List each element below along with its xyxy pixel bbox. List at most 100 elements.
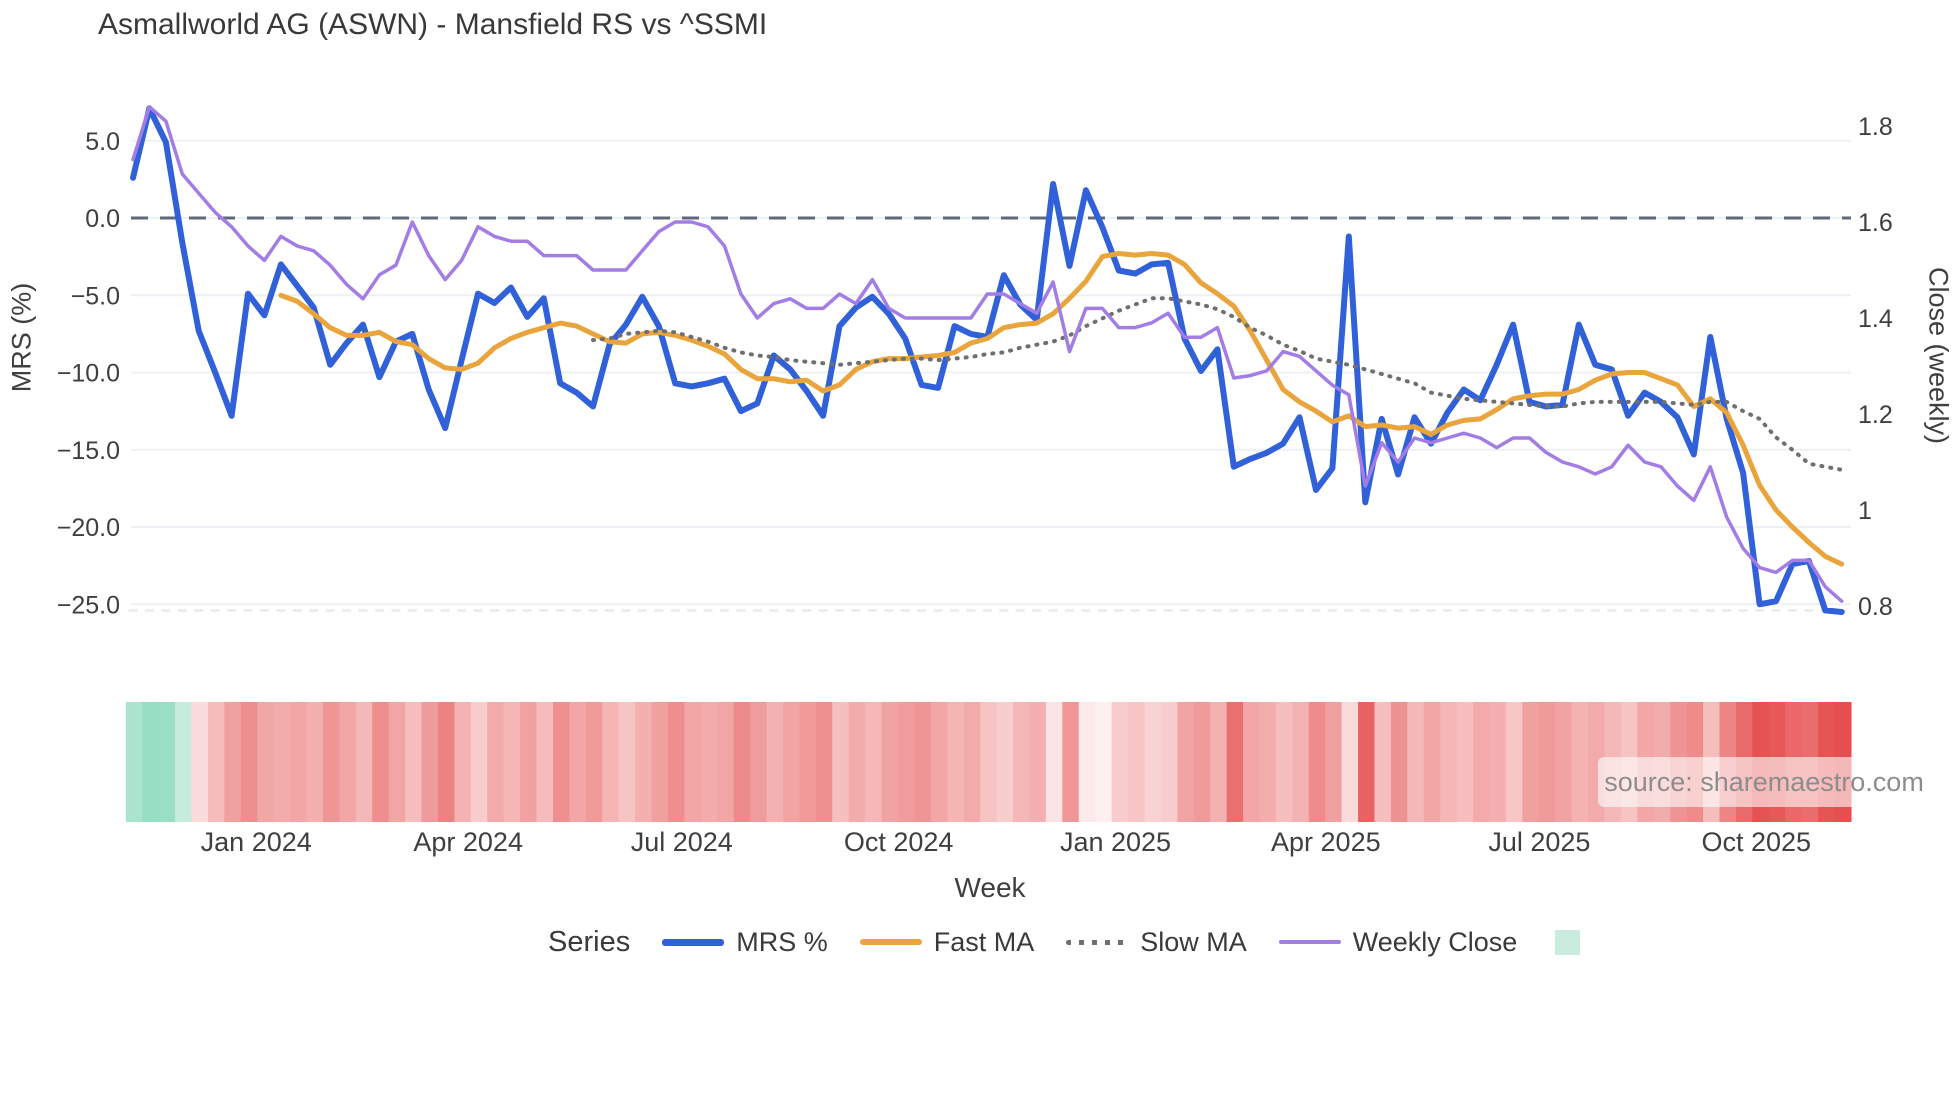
heatmap-cell: [339, 702, 357, 822]
y-right-tick-label: 1.6: [1858, 209, 1893, 237]
x-tick-label: Jul 2025: [1488, 827, 1590, 857]
week-minor-tick: [752, 609, 762, 612]
heatmap-cell: [1325, 702, 1343, 822]
week-minor-tick: [982, 609, 992, 612]
mrs-line-swatch: [662, 938, 725, 946]
legend-item-label: MRS %: [736, 926, 828, 957]
week-minor-tick: [572, 609, 582, 612]
heatmap-cell: [569, 702, 587, 822]
legend-title: Series: [548, 925, 631, 958]
week-minor-tick: [407, 609, 417, 612]
mrs-line: [130, 105, 1845, 615]
heatmap-cell: [848, 702, 866, 822]
week-minor-tick: [1672, 609, 1682, 612]
week-minor-tick: [1180, 609, 1190, 612]
week-minor-tick: [374, 609, 384, 612]
heatmap-cell: [1505, 702, 1523, 822]
heatmap-cell: [322, 702, 340, 822]
heatmap-cell: [1555, 702, 1573, 822]
week-minor-tick: [687, 609, 697, 612]
week-minor-tick: [1623, 609, 1633, 612]
week-minor-tick: [1755, 609, 1765, 612]
heatmap-cell: [1358, 702, 1376, 822]
week-minor-tick: [621, 609, 631, 612]
week-minor-tick: [1656, 609, 1666, 612]
heatmap-cell: [1062, 702, 1080, 822]
heatmap-legend-swatch: [1555, 929, 1581, 955]
heatmap-cell: [421, 702, 439, 822]
week-minor-tick: [1607, 609, 1617, 612]
week-minor-tick: [539, 609, 549, 612]
heatmap-cell: [1111, 702, 1129, 822]
week-minor-tick: [1147, 609, 1157, 612]
week-minor-tick: [1640, 609, 1650, 612]
week-minor-tick: [736, 609, 746, 612]
heatmap-cell: [750, 702, 768, 822]
legend-item-label: Slow MA: [1140, 926, 1247, 957]
x-tick-label: Apr 2025: [1271, 827, 1381, 857]
heatmap-cell: [1522, 702, 1540, 822]
week-minor-tick: [719, 609, 729, 612]
week-minor-tick: [1426, 609, 1436, 612]
week-minor-tick: [1344, 609, 1354, 612]
week-minor-tick: [884, 609, 894, 612]
y-right-tick-label: 1: [1858, 497, 1872, 525]
week-minor-tick: [1722, 609, 1732, 612]
heatmap-cell: [881, 702, 899, 822]
week-minor-tick: [342, 609, 352, 612]
week-minor-tick: [1212, 609, 1222, 612]
heatmap-cell: [1013, 702, 1031, 822]
y-left-tick-label: −15.0: [57, 437, 120, 465]
x-tick-label: Jul 2024: [631, 827, 733, 857]
week-minor-tick: [276, 609, 286, 612]
heatmap-cell: [273, 702, 291, 822]
week-minor-tick: [1475, 609, 1485, 612]
source-text: source: sharemaestro.com: [1604, 766, 1924, 797]
week-minor-tick: [473, 609, 483, 612]
heatmap-cell: [1078, 702, 1096, 822]
y-right-tick-label: 0.8: [1858, 593, 1893, 621]
heatmap-cell: [142, 702, 160, 822]
heatmap-cell: [1045, 702, 1063, 822]
heatmap-cell: [832, 702, 850, 822]
heatmap-cell: [865, 702, 883, 822]
heatmap-cell: [1144, 702, 1162, 822]
heatmap-cell: [783, 702, 801, 822]
x-tick-label: Oct 2025: [1701, 827, 1811, 857]
week-minor-tick: [654, 609, 664, 612]
week-minor-tick: [1163, 609, 1173, 612]
heatmap-cell: [1160, 702, 1178, 822]
heatmap-cell: [717, 702, 735, 822]
week-minor-tick: [555, 609, 565, 612]
legend-item-label: Weekly Close: [1352, 926, 1518, 957]
week-minor-tick: [128, 609, 138, 612]
heatmap-cell: [947, 702, 965, 822]
weekly-close-line-swatch: [1278, 940, 1341, 944]
y-left-tick-label: 0.0: [85, 205, 120, 233]
slow-ma-dotted-swatch: [1066, 939, 1129, 945]
legend-item-slow-ma: Slow MA: [1066, 927, 1247, 958]
heatmap-cell: [536, 702, 554, 822]
week-minor-tick: [900, 609, 910, 612]
week-minor-tick: [1081, 609, 1091, 612]
heatmap-cell: [388, 702, 406, 822]
heatmap-cell: [930, 702, 948, 822]
fast-ma-line-swatch: [859, 939, 922, 945]
week-minor-tick: [834, 609, 844, 612]
week-minor-tick: [1278, 609, 1288, 612]
heatmap-cell: [487, 702, 505, 822]
heatmap-cell: [1571, 702, 1589, 822]
y-left-tick-label: −5.0: [71, 282, 120, 310]
week-minor-tick: [177, 609, 187, 612]
week-minor-tick: [1393, 609, 1403, 612]
week-minor-tick: [161, 609, 171, 612]
week-minor-tick: [358, 609, 368, 612]
week-minor-tick: [604, 609, 614, 612]
week-minor-tick: [506, 609, 516, 612]
week-minor-tick: [785, 609, 795, 612]
legend-item-label: Fast MA: [933, 926, 1035, 957]
legend-item-weekly-close: Weekly Close: [1278, 926, 1518, 958]
heatmap-cell: [175, 702, 193, 822]
week-minor-tick: [1492, 609, 1502, 612]
week-minor-tick: [1097, 609, 1107, 612]
